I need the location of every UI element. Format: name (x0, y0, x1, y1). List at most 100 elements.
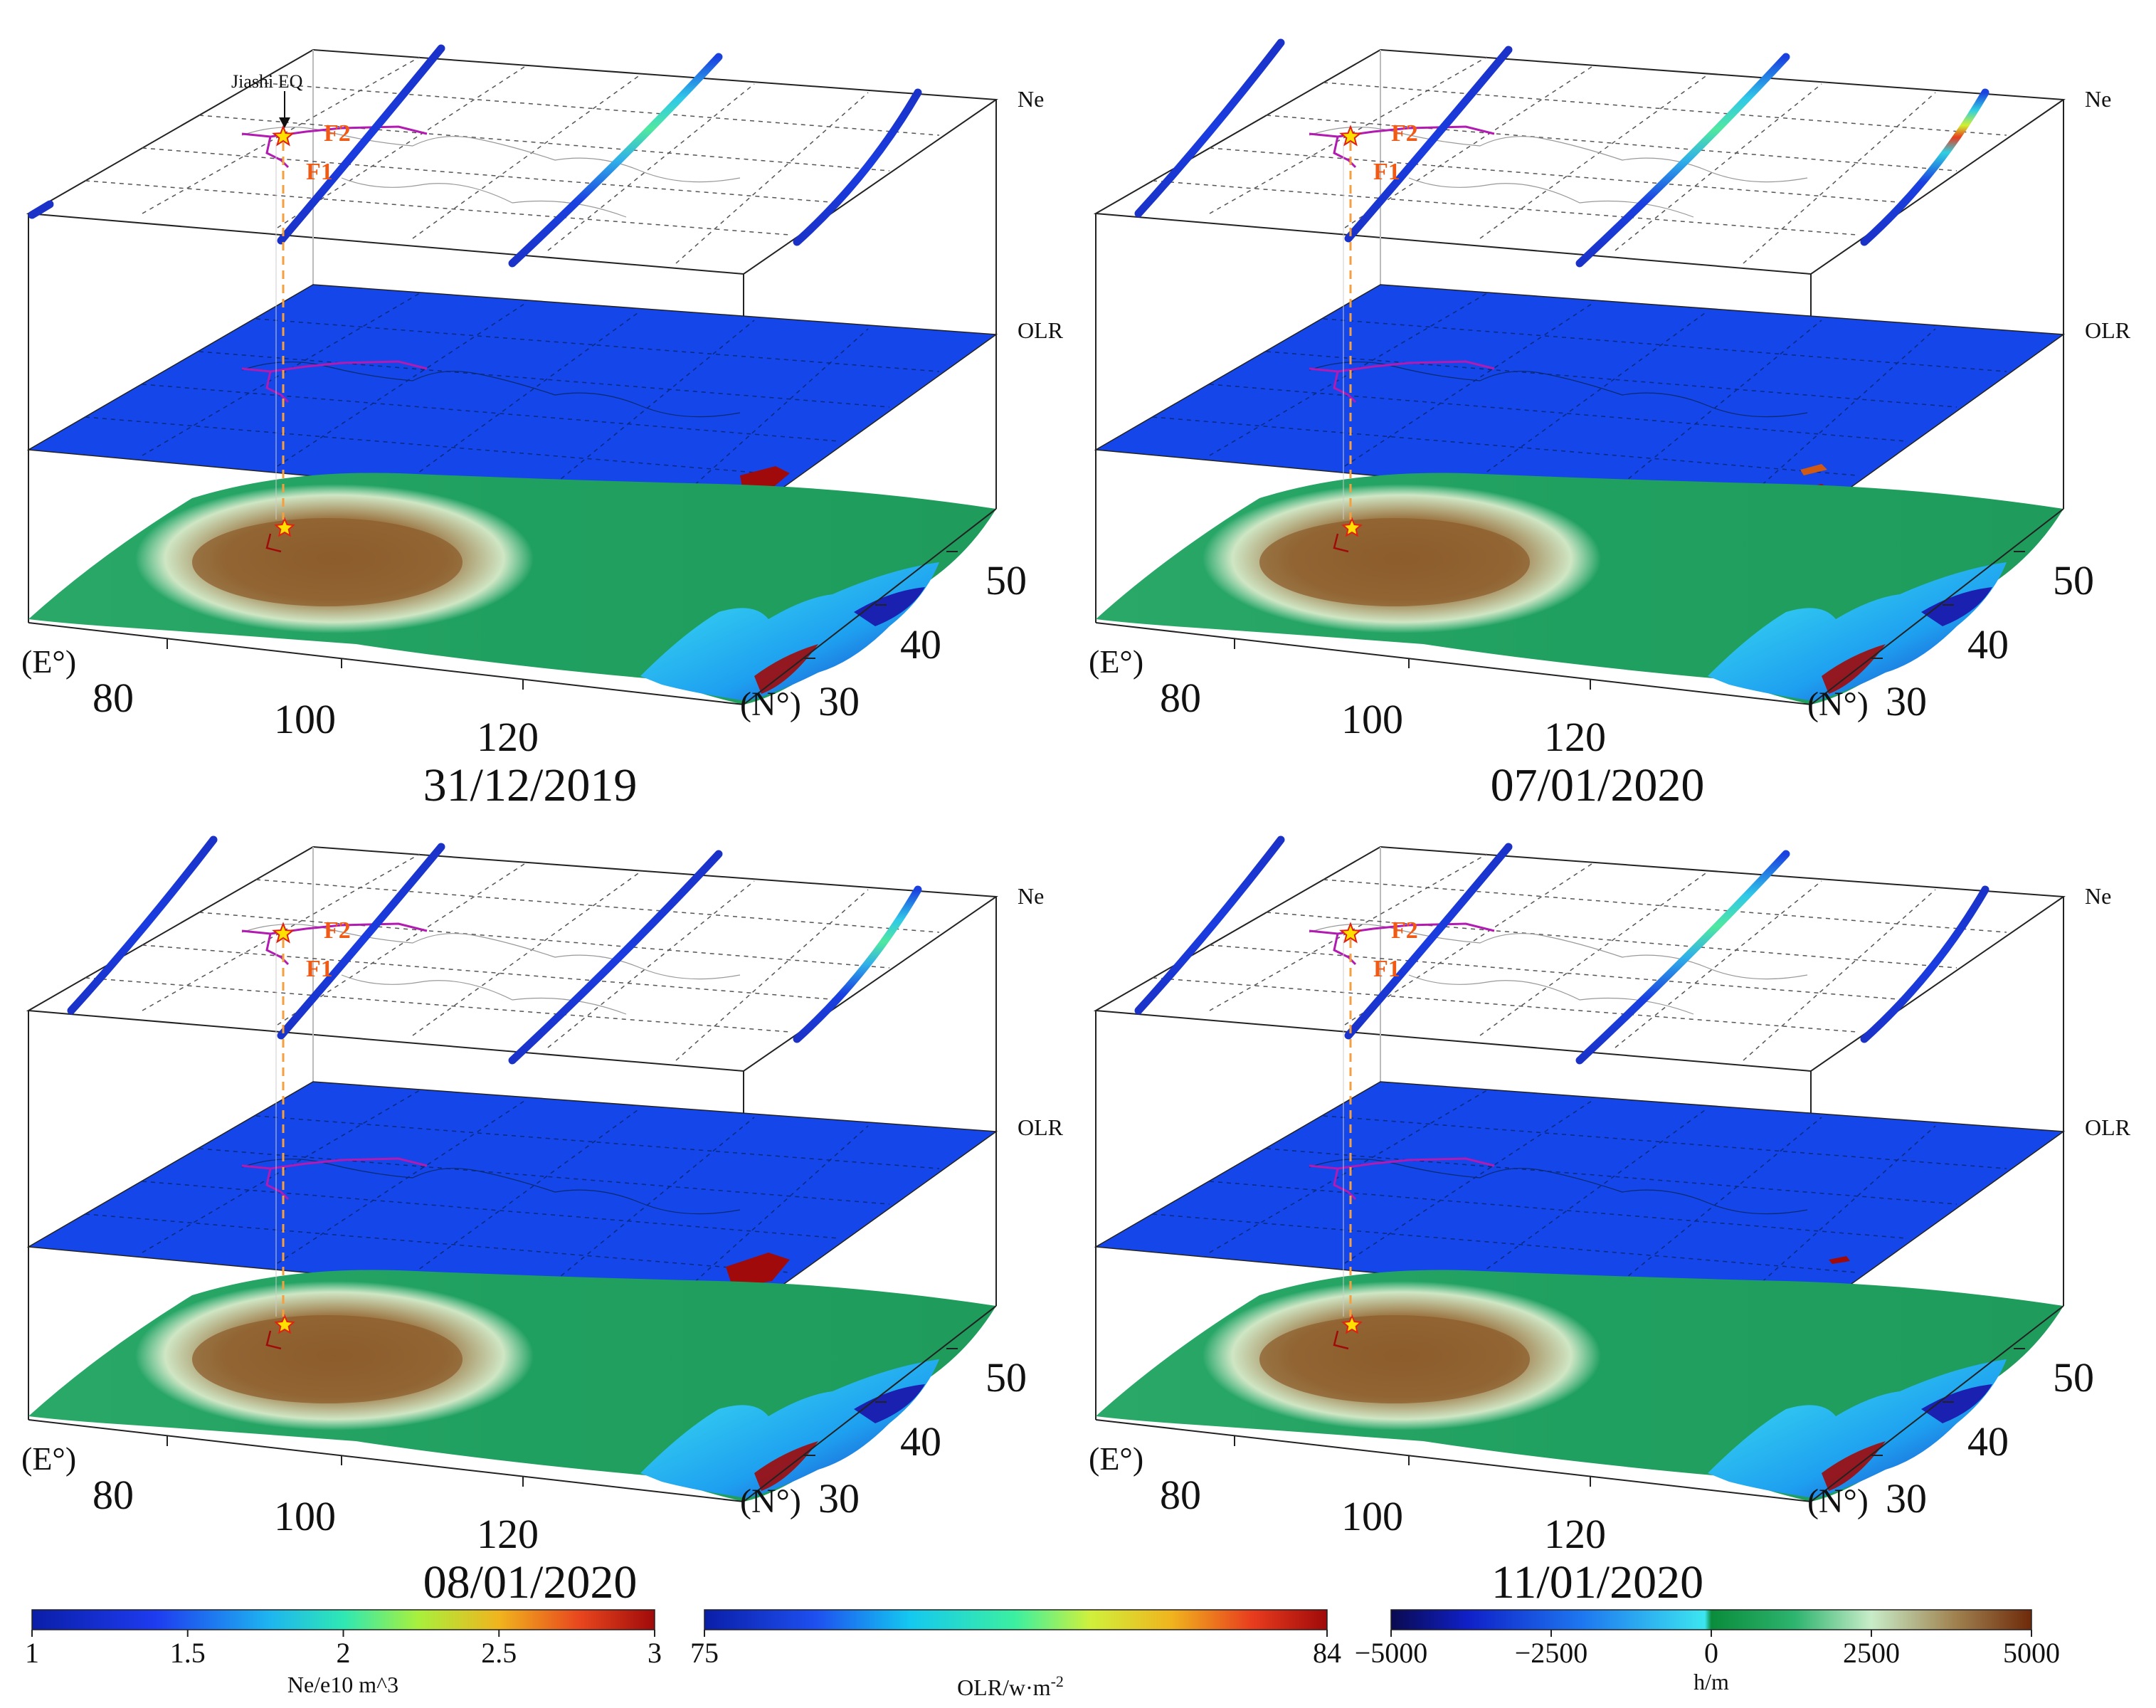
ne-gridline-lat (85, 180, 791, 236)
ne-gridline-lat (255, 82, 940, 136)
lat-tick-label: 50 (985, 1354, 1027, 1401)
lat-tick-label: 50 (2053, 557, 2094, 603)
satellite-track (1860, 885, 1989, 1043)
lon-unit-label: (E°) (1089, 1440, 1143, 1477)
lat-tick-label: 30 (1886, 1475, 1927, 1522)
lon-axis (1095, 1419, 1812, 1502)
olr-gridline-lon (412, 310, 641, 478)
ne-gridline-lat (1152, 977, 1858, 1033)
ne-gridline-lat (1152, 180, 1858, 236)
fault-f2-ne (241, 922, 428, 935)
satellite-track (1134, 38, 1285, 218)
colorbar-height-label: h/m (1693, 1669, 1729, 1694)
fault-f2-olr (1309, 1157, 1495, 1170)
colorbar-ne: 1 1.5 2 2.5 3 (25, 1609, 662, 1669)
terrain-red-patch (754, 1441, 818, 1491)
colorbar-tick-label: 1.5 (170, 1637, 206, 1669)
deep-sea-patch (854, 587, 925, 626)
olr-map-outline (241, 361, 741, 418)
ne-gridline-lon (1615, 880, 1822, 1048)
lat-unit-label: (N°) (1807, 685, 1869, 723)
lon-tick-label: 120 (1544, 1511, 1606, 1557)
plateau-core (192, 518, 463, 606)
olr-map-outline (1309, 1158, 1808, 1215)
fault-f1-olr (265, 1168, 290, 1201)
lon-tick-label: 80 (93, 675, 134, 721)
ne-plane-outline (26, 48, 998, 275)
lon-tick-label: 120 (1544, 714, 1606, 760)
sea-region (640, 1359, 939, 1498)
lon-axis (28, 622, 744, 705)
olr-gridline-lon (277, 302, 527, 467)
fault-f2-ne (241, 125, 428, 138)
lon-unit-label: (E°) (1089, 643, 1143, 680)
sea-region (1708, 1359, 2007, 1498)
ne-grid (1152, 853, 2007, 1061)
satellite-track (28, 200, 54, 219)
colorbar-tick-label: 5000 (2003, 1637, 2060, 1669)
plateau-core (192, 1315, 463, 1403)
lat-tick-label: 40 (1967, 621, 2009, 668)
olr-anomaly-patch (1829, 1256, 1850, 1264)
lat-tick-label: 40 (900, 1418, 941, 1465)
ne-plane-outline (1093, 845, 2066, 1072)
colorbar-ne-label: Ne/e10 m^3 (287, 1672, 398, 1697)
olr-anomaly-patch (1800, 464, 1827, 475)
colorbar-height-bar (1390, 1609, 2032, 1630)
lat-unit-label: (N°) (1807, 1482, 1869, 1520)
satellite-track (1344, 46, 1513, 243)
lat-axis (743, 1305, 997, 1502)
olr-gridline-lat (1152, 416, 1858, 476)
fault-f1-label: F1 (1373, 956, 1400, 982)
olr-gridline-lon (675, 328, 869, 502)
fault-f2-label: F2 (1391, 917, 1418, 944)
ne-gridline-lon (412, 74, 641, 239)
olr-anomaly-patch (726, 1253, 790, 1288)
fault-f1-ne (1333, 933, 1357, 966)
deep-sea-patch (1921, 587, 1992, 626)
olr-gridline-lon (412, 1107, 641, 1275)
satellite-track (793, 88, 922, 246)
lat-axis (1810, 1305, 2064, 1502)
ne-gridline-lon (142, 853, 421, 1011)
olr-gridline-lon (1743, 1125, 1936, 1300)
fault-f2-label: F2 (1391, 120, 1418, 147)
colorbar-tick-label: −5000 (1355, 1637, 1428, 1669)
fault-terrain (265, 1330, 282, 1350)
colorbar-tick-label: 2 (337, 1637, 351, 1669)
ne-gridline-lat (1209, 147, 1908, 204)
panel-2: F2 F1 Ne OLR (E°) 80 100 120 (N°) 30 40 50 07/01/202… (1089, 38, 2131, 811)
ne-gridline-lat (85, 977, 791, 1033)
lat-tick-label: 50 (985, 557, 1027, 603)
colorbar-tick-label: 0 (1704, 1637, 1718, 1669)
fault-f1-olr (1333, 1168, 1357, 1201)
satellite-track (508, 850, 723, 1065)
fault-terrain (1333, 1330, 1349, 1350)
satellite-track (277, 44, 445, 245)
ne-gridline-lat (1323, 879, 2007, 933)
lat-axis (743, 508, 997, 705)
fault-f2-ne (1309, 125, 1495, 138)
lon-tick-label: 120 (477, 714, 539, 760)
olr-gridline-lon (1615, 320, 1822, 490)
lon-unit-label: (E°) (21, 643, 76, 680)
olr-grid (1152, 1090, 2007, 1300)
fault-f1-olr (1333, 371, 1357, 404)
fault-terrain (265, 533, 282, 553)
olr-gridline-lon (547, 1117, 755, 1287)
olr-gridline-lon (1209, 292, 1488, 456)
olr-map-outline (241, 1158, 741, 1215)
epicenter-star-terrain (1341, 517, 1363, 537)
lon-unit-label: (E°) (21, 1440, 76, 1477)
ne-grid (1152, 56, 2007, 264)
satellite-track (1134, 835, 1285, 1015)
lon-tick-label: 100 (1341, 696, 1403, 742)
terrain-red-patch (754, 644, 818, 694)
lat-tick-label: 30 (818, 678, 860, 724)
satellite-track (1575, 850, 1790, 1065)
panel-3: F2 F1 Ne OLR (E°) 80 100 120 (N°) 30 40 50 08/01/202… (21, 835, 1064, 1608)
deep-sea-patch (1921, 1384, 1992, 1423)
fault-f2-ne (1309, 922, 1495, 935)
olr-gridline-lon (1344, 1099, 1595, 1264)
